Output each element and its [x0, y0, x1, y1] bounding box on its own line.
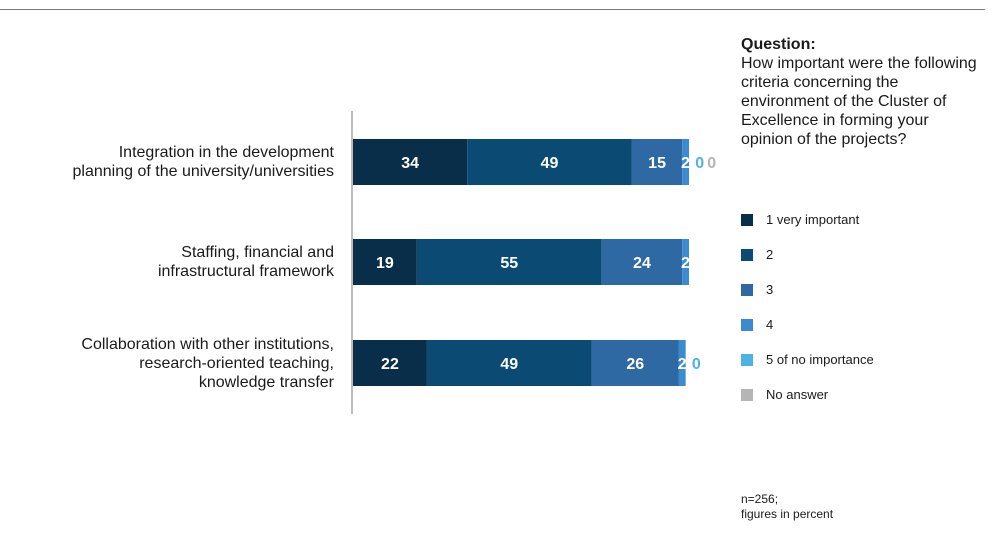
data-label-3-1: 22 — [381, 356, 399, 373]
category-label-2: Staffing, financial and infrastructural f… — [158, 243, 334, 281]
question-title: Question: — [741, 36, 816, 53]
question-box: Question: How important were the followi… — [741, 35, 981, 149]
data-label-3-5: 0 — [692, 356, 701, 373]
data-label-2-2: 55 — [500, 255, 518, 272]
legend-swatch — [741, 389, 753, 401]
bar-segment-3-2 — [426, 340, 592, 386]
bar-segment-3-1 — [353, 340, 427, 386]
legend-swatch — [741, 354, 753, 366]
legend-swatch — [741, 214, 753, 226]
data-label-2-3: 24 — [633, 255, 651, 272]
bar-segment-2-2 — [416, 239, 602, 285]
legend-item: 3 — [741, 282, 981, 298]
data-label-1-3: 15 — [648, 155, 666, 172]
legend-swatch — [741, 249, 753, 261]
category-label-line: Staffing, financial and — [181, 244, 334, 261]
bar-segment-1-1 — [353, 139, 468, 185]
legend-swatch — [741, 284, 753, 296]
category-label-line: Collaboration with other institutions, — [81, 335, 334, 353]
category-label-line: infrastructural framework — [157, 263, 334, 280]
bar-segment-2-4 — [682, 239, 689, 285]
data-label-3-3: 26 — [626, 356, 644, 373]
bar-segment-3-4 — [678, 340, 686, 386]
data-label-3-4: 2 — [678, 356, 687, 373]
category-label-line: Integration in the development — [118, 144, 334, 161]
bar-segment-1-3 — [631, 139, 683, 185]
legend-label: No answer — [766, 387, 829, 402]
figures-unit: figures in percent — [741, 507, 834, 521]
category-label-3: Collaboration with other institutions, re… — [81, 335, 334, 392]
legend-item: 4 — [741, 317, 981, 333]
category-label-1: Integration in the development planning o… — [73, 143, 334, 181]
legend-label: 1 very important — [766, 212, 860, 227]
bar-segment-1-4 — [682, 139, 689, 185]
bar-segment-2-3 — [601, 239, 683, 285]
data-label-1-4: 2 — [681, 155, 690, 172]
legend-label: 3 — [766, 282, 774, 297]
data-label-1-6: 0 — [707, 155, 716, 172]
legend-label: 2 — [766, 247, 774, 262]
bar-segment-2-1 — [353, 239, 417, 285]
bar-segment-3-3 — [591, 340, 679, 386]
data-label-1-1: 34 — [401, 155, 419, 172]
category-label-line: knowledge transfer — [198, 373, 334, 391]
legend-item: 5 of no importance — [741, 352, 981, 368]
category-label-line: research-oriented teaching, — [139, 354, 334, 372]
bar-segment-1-2 — [467, 139, 632, 185]
question-text: How important were the following criteri… — [741, 55, 977, 148]
data-label-2-4: 2 — [681, 255, 690, 272]
legend-label: 5 of no importance — [766, 352, 874, 367]
legend-item: No answer — [741, 387, 981, 403]
sample-size: n=256; — [741, 492, 779, 506]
legend-item: 2 — [741, 247, 981, 263]
data-label-1-5: 0 — [695, 155, 704, 172]
top-rule — [0, 9, 985, 10]
sample-note: n=256; figures in percent — [741, 492, 833, 522]
data-label-2-1: 19 — [376, 255, 394, 272]
data-label-1-2: 49 — [541, 155, 559, 172]
category-label-line: planning of the university/universities — [72, 163, 334, 180]
legend-swatch — [741, 319, 753, 331]
legend-label: 4 — [766, 317, 774, 332]
data-label-3-2: 49 — [500, 356, 518, 373]
legend-item: 1 very important — [741, 212, 981, 228]
